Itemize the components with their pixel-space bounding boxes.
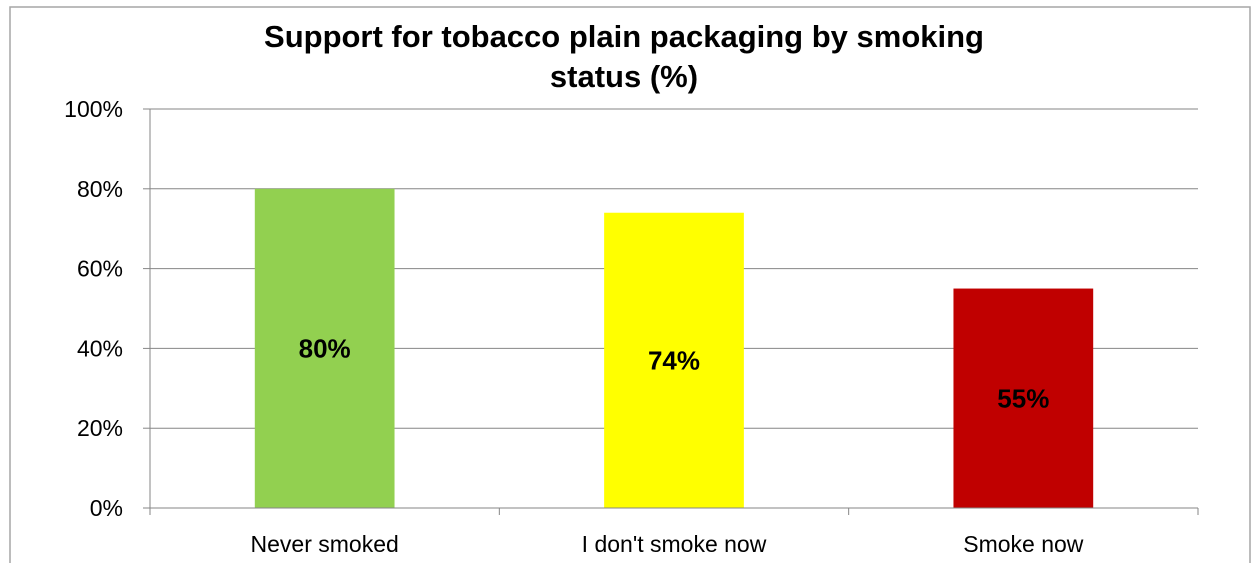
chart-title-line-2: status (%) [550,59,698,94]
chart-border [9,6,1251,563]
y-tick-label: 40% [77,335,123,361]
x-tick-label: Never smoked [251,531,399,557]
y-tick-label: 80% [77,176,123,202]
bar [953,288,1094,508]
labels: 0% 20% 40% 60% 80% 100% 80% Never smoked 74% I do… [64,96,1084,557]
bar [604,212,744,509]
x-tick-label: Smoke now [963,531,1084,557]
y-tick-label: 100% [64,96,123,122]
data-label: 74% [648,345,700,375]
x-tick-label: I don't smoke now [582,531,767,557]
bars [254,188,1094,509]
bar [254,188,395,509]
data-label: 80% [299,333,351,363]
axes [143,108,1199,515]
y-tick-label: 0% [90,495,123,521]
y-tick-label: 20% [77,415,123,441]
data-label: 55% [997,383,1049,413]
y-tick-label: 60% [77,256,123,282]
chart-title-line-1: Support for tobacco plain packaging by s… [264,19,984,54]
